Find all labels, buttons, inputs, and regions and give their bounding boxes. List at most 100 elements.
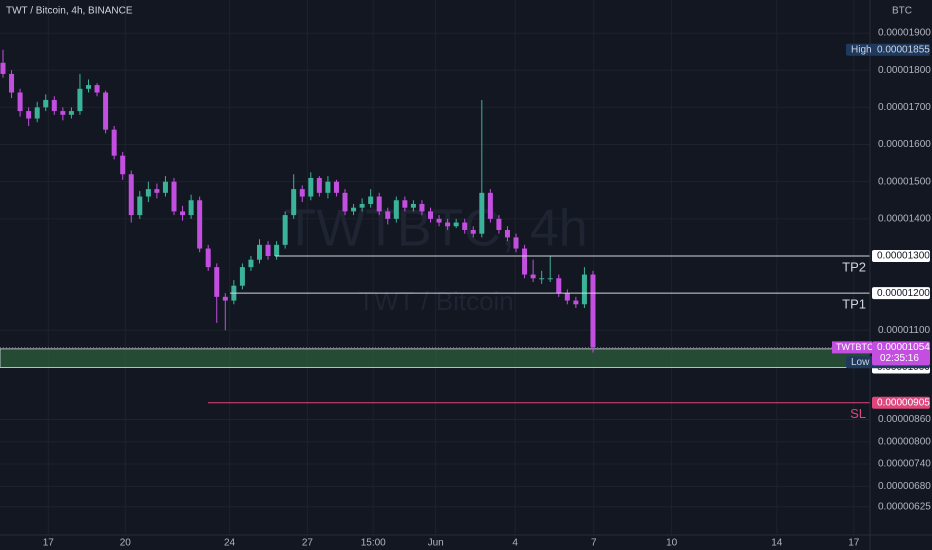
marker-price: 0.00001855 — [877, 44, 930, 55]
candle-body — [581, 274, 587, 305]
candle-body — [445, 222, 451, 227]
candle-body — [522, 248, 528, 275]
y-tick-label: 0.00001700 — [878, 102, 931, 113]
candle-body — [51, 99, 57, 112]
x-tick-label: 20 — [120, 538, 132, 549]
candle-body — [111, 129, 117, 156]
y-tick-label: 0.00001100 — [878, 325, 931, 336]
candle-body — [470, 229, 476, 234]
y-tick-label: 0.00000625 — [878, 501, 931, 512]
y-tick-label: 0.00000800 — [878, 436, 931, 447]
candle-body — [282, 215, 288, 245]
candle-body — [487, 192, 493, 219]
x-tick-label: 24 — [224, 538, 236, 549]
candle-body — [333, 181, 339, 193]
candle-body — [308, 177, 314, 197]
candle-body — [393, 200, 399, 219]
last-price-symbol: TWTBTC — [836, 342, 874, 352]
candle-body — [43, 99, 49, 108]
marker-name: Low — [851, 357, 870, 368]
candle-body — [94, 85, 100, 93]
candle-body — [197, 200, 203, 249]
x-tick-label: 14 — [771, 538, 783, 549]
candle-body — [0, 62, 6, 74]
candle-body — [257, 244, 263, 260]
candle-body — [68, 111, 74, 115]
countdown: 02:35:16 — [880, 353, 919, 364]
candle-body — [453, 222, 459, 227]
x-tick-label: 15:00 — [361, 538, 386, 549]
level-price-label: 0.00001200 — [877, 288, 930, 299]
candle-body — [513, 237, 519, 249]
candle-body — [462, 222, 468, 230]
candle-body — [479, 192, 485, 234]
y-tick-label: 0.00001800 — [878, 65, 931, 76]
candle-body — [299, 189, 305, 197]
candle-body — [291, 189, 297, 216]
level-price-box — [872, 249, 930, 262]
last-price-symbol-box — [832, 341, 872, 354]
x-tick-label: 17 — [43, 538, 55, 549]
candle-body — [154, 189, 160, 193]
candle-body — [428, 211, 434, 219]
candle-body — [162, 181, 168, 193]
y-tick-label: 0.00000680 — [878, 481, 931, 492]
candle-body — [376, 196, 382, 212]
level-name: TP2 — [842, 259, 866, 274]
y-tick-label: 0.00000860 — [878, 414, 931, 425]
candle-body — [239, 267, 245, 286]
y-tick-label: 0.00001900 — [878, 28, 931, 39]
zone — [0, 348, 871, 368]
candle-body — [556, 278, 562, 294]
candle-body — [316, 177, 322, 193]
candle-body — [145, 189, 151, 197]
candle-body — [359, 203, 365, 208]
candle-body — [77, 88, 83, 112]
candle-body — [342, 192, 348, 212]
last-price-label: 0.00001054 — [877, 342, 930, 353]
plot: TP2 TP1 SL — [0, 49, 871, 421]
candle-body — [17, 92, 23, 112]
candle-body — [274, 244, 280, 256]
candle-body — [402, 200, 408, 208]
candle-body — [530, 274, 536, 279]
grid — [0, 0, 870, 535]
candle-body — [205, 248, 211, 268]
candle-body — [137, 196, 143, 216]
candle-body — [351, 207, 357, 212]
last-price-box — [872, 341, 930, 366]
candle-body — [85, 85, 91, 89]
y-tick-label: 0.00001500 — [878, 176, 931, 187]
marker-name: High — [851, 44, 872, 55]
candle-body — [9, 73, 15, 93]
x-tick-label: 17 — [848, 538, 860, 549]
watermark: TWTBTC, 4h — [284, 200, 587, 258]
x-tick-label: 27 — [302, 538, 314, 549]
candle-body — [504, 229, 510, 238]
candle-body — [128, 174, 134, 216]
level-name: TP1 — [842, 297, 866, 312]
candle-body — [368, 196, 374, 204]
candle-body — [248, 259, 254, 268]
x-tick-label: Jun — [428, 538, 444, 549]
level-price-label: 0.00000905 — [877, 397, 930, 408]
y-tick-label: 0.00000740 — [878, 459, 931, 470]
y-tick-label: 0.00001600 — [878, 139, 931, 150]
candle-body — [436, 218, 442, 223]
price-axis: 0.00001900 0.00001800 0.00001700 0.00001600… — [832, 28, 931, 512]
candle-body — [188, 200, 194, 216]
y-tick-label: 0.00001400 — [878, 213, 931, 224]
watermark-subtitle: TWT / Bitcoin — [358, 286, 514, 316]
level-price-label: 0.00001300 — [877, 251, 930, 262]
candle-body — [103, 92, 109, 130]
candle-body — [222, 296, 228, 301]
candle-body — [496, 218, 502, 230]
candle-body — [385, 211, 391, 219]
chart-title: TWT / Bitcoin, 4h, BINANCE — [6, 6, 133, 17]
level-price-box — [872, 287, 930, 300]
candle-body — [214, 267, 220, 297]
candle-body — [325, 181, 331, 193]
level-price-box — [872, 396, 930, 409]
